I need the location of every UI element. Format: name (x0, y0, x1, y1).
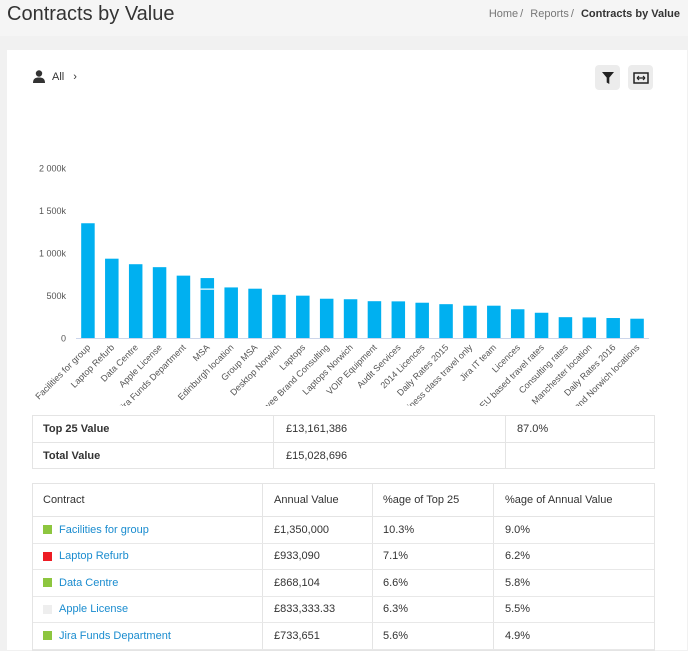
chart-bar (176, 275, 191, 338)
table-row: Facilities for group £1,350,000 10.3% 9.0% (33, 517, 654, 544)
breadcrumb-separator: / (570, 8, 574, 20)
chart-bar (510, 309, 525, 338)
user-icon (33, 70, 45, 83)
chart-bar (224, 287, 238, 338)
breadcrumb-reports-link[interactable]: Reports (530, 8, 569, 20)
contract-link[interactable]: Apple License (59, 603, 129, 616)
contract-link[interactable]: Data Centre (59, 576, 119, 589)
user-filter-label: All (52, 70, 65, 83)
y-tick-label: 0 (61, 334, 66, 344)
pct-annual-cell: 4.9% (493, 623, 654, 649)
contract-link[interactable]: Jira Funds Department (59, 629, 171, 642)
status-swatch (43, 631, 52, 641)
chart-bar (439, 304, 453, 338)
pct-annual-cell: 9.0% (493, 517, 654, 543)
chart-bar (81, 223, 95, 338)
annual-value-cell: £1,350,000 (262, 517, 372, 543)
report-card: All › 0 500k 1 000k 1 500k 2 000k Facilities … (7, 50, 687, 651)
summary-label: Top 25 Value (43, 423, 110, 435)
page-title: Contracts by Value (7, 3, 175, 25)
contract-link[interactable]: Facilities for group (59, 523, 149, 536)
contract-cell: Apple License (33, 597, 262, 623)
chart-bar (272, 294, 286, 338)
table-row: Laptop Refurb £933,090 7.1% 6.2% (33, 543, 654, 570)
chart-bar (534, 312, 549, 338)
page-header: Contracts by Value Home / Reports / Contra… (0, 0, 688, 36)
table-body: Facilities for group £1,350,000 10.3% 9.0% L… (33, 517, 654, 650)
chart-bar (606, 318, 620, 338)
pct-top25-cell: 7.1% (372, 543, 493, 569)
column-header-pct-top25[interactable]: %age of Top 25 (372, 484, 493, 516)
annual-value-cell: £933,090 (262, 543, 372, 569)
chart-bar (558, 317, 573, 338)
summary-percent: 87.0% (505, 416, 654, 442)
summary-percent (505, 443, 654, 468)
annual-value-cell: £833,333.33 (262, 596, 372, 622)
contract-cell: Facilities for group (33, 517, 262, 543)
summary-value: £15,028,696 (273, 443, 505, 468)
table-row: Data Centre £868,104 6.6% 5.8% (33, 570, 654, 597)
pct-annual-cell: 6.2% (493, 543, 654, 569)
user-filter[interactable]: All › (33, 70, 77, 83)
annual-value-cell: £868,104 (262, 570, 372, 596)
chart-bar (415, 302, 429, 338)
filter-button[interactable] (595, 65, 620, 90)
chart-bar (630, 318, 644, 338)
chart-bar (319, 298, 334, 338)
y-tick-label: 500k (46, 291, 66, 301)
column-header-annual-value[interactable]: Annual Value (262, 484, 372, 516)
chart-bar (296, 295, 310, 338)
breadcrumb: Home / Reports / Contracts by Value (489, 8, 680, 20)
y-tick-label: 1 000k (39, 249, 67, 259)
chart-bar (200, 278, 215, 338)
annual-value-cell: £733,651 (262, 623, 372, 649)
table-row: Jira Funds Department £733,651 5.6% 4.9% (33, 623, 654, 650)
chevron-right-icon: › (73, 70, 77, 83)
y-tick-label: 1 500k (39, 206, 67, 216)
x-tick-label: MSA (191, 342, 212, 363)
chart-bar (248, 288, 262, 338)
pct-top25-cell: 5.6% (372, 623, 493, 649)
summary-label: Total Value (43, 449, 101, 462)
column-header-contract[interactable]: Contract (43, 494, 85, 506)
breadcrumb-separator: / (520, 8, 524, 20)
chart-bar (128, 264, 143, 338)
funnel-icon (601, 71, 614, 84)
contract-cell: Laptop Refurb (33, 544, 262, 570)
status-swatch (43, 578, 52, 588)
breadcrumb-current: Contracts by Value (580, 8, 680, 20)
chart-bar (367, 301, 382, 338)
contracts-table: Contract Annual Value %age of Top 25 %ag… (32, 483, 655, 651)
summary-row-top25: Top 25 Value £13,161,386 87.0% (33, 416, 654, 442)
status-swatch (43, 604, 52, 614)
chart-bar (343, 299, 358, 338)
status-swatch (43, 551, 52, 561)
chart-bar (463, 305, 477, 338)
summary-table: Top 25 Value £13,161,386 87.0% Total Val… (32, 415, 655, 469)
pct-top25-cell: 6.3% (372, 596, 493, 622)
contract-cell: Jira Funds Department (33, 623, 262, 649)
contract-cell: Data Centre (33, 570, 262, 596)
chart-bar (582, 317, 597, 338)
expand-width-button[interactable] (628, 65, 653, 90)
pct-annual-cell: 5.5% (493, 596, 654, 622)
chart-bar (105, 258, 119, 338)
column-header-pct-annual[interactable]: %age of Annual Value (493, 484, 654, 516)
breadcrumb-home-link[interactable]: Home (488, 8, 519, 20)
y-tick-label: 2 000k (39, 164, 67, 174)
table-header: Contract Annual Value %age of Top 25 %ag… (33, 484, 654, 517)
chart-bar (487, 305, 501, 338)
contract-link[interactable]: Laptop Refurb (59, 550, 129, 563)
chart-bar (152, 267, 167, 338)
table-row: Apple License £833,333.33 6.3% 5.5% (33, 596, 654, 623)
pct-top25-cell: 6.6% (372, 570, 493, 596)
pct-annual-cell: 5.8% (493, 570, 654, 596)
chart-bar (391, 301, 406, 338)
summary-value: £13,161,386 (273, 416, 505, 442)
expand-width-icon (632, 71, 649, 84)
summary-row-total: Total Value £15,028,696 (33, 442, 654, 468)
status-swatch (43, 525, 52, 535)
pct-top25-cell: 10.3% (372, 517, 493, 543)
